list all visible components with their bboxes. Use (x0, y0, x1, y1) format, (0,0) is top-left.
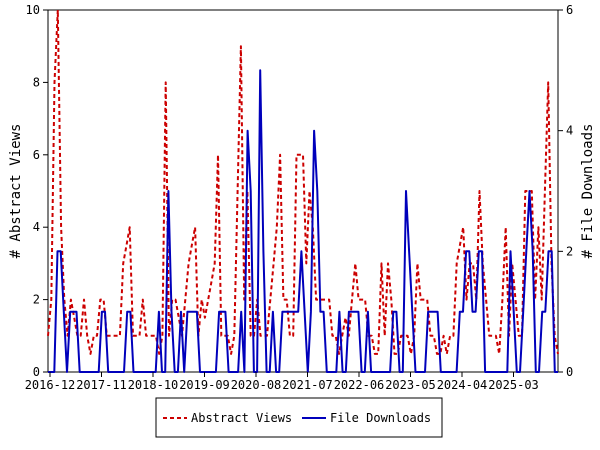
y-left-tick-label: 6 (33, 148, 40, 162)
plot-area (47, 9, 559, 373)
x-tick-label: 2020-08 (231, 378, 282, 392)
x-tick-label: 2017-11 (76, 378, 127, 392)
y-right-tick-label: 4 (566, 124, 573, 138)
x-tick-label: 2022-06 (334, 378, 385, 392)
series-line-abstract-views (47, 9, 559, 355)
y-right-tick-label: 6 (566, 3, 573, 17)
legend: Abstract Views File Downloads (155, 397, 443, 438)
y-right-tick-label: 0 (566, 365, 573, 379)
plot-frame (47, 9, 559, 373)
series-line-file-downloads (48, 69, 558, 373)
y-left-tick-label: 2 (33, 293, 40, 307)
x-tick-label: 2018-10 (128, 378, 179, 392)
x-tick-label: 2025-03 (488, 378, 539, 392)
x-tick-label: 2023-05 (385, 378, 436, 392)
y-right-axis-title: # File Downloads (580, 124, 596, 259)
legend-label-abstract-views: Abstract Views (191, 411, 292, 425)
x-tick-label: 2024-04 (437, 378, 488, 392)
series-layer (47, 9, 559, 373)
y-left-tick-label: 10 (26, 3, 40, 17)
legend-label-file-downloads: File Downloads (330, 411, 431, 425)
y-left-tick-label: 0 (33, 365, 40, 379)
y-left-axis-title: # Abstract Views (8, 124, 24, 259)
y-left-tick-label: 4 (33, 220, 40, 234)
x-tick-label: 2019-09 (179, 378, 230, 392)
x-tick-label: 2021-07 (282, 378, 333, 392)
x-tick-label: 2016-12 (25, 378, 76, 392)
legend-box (155, 397, 443, 438)
y-left-tick-label: 8 (33, 75, 40, 89)
y-right-tick-label: 2 (566, 244, 573, 258)
